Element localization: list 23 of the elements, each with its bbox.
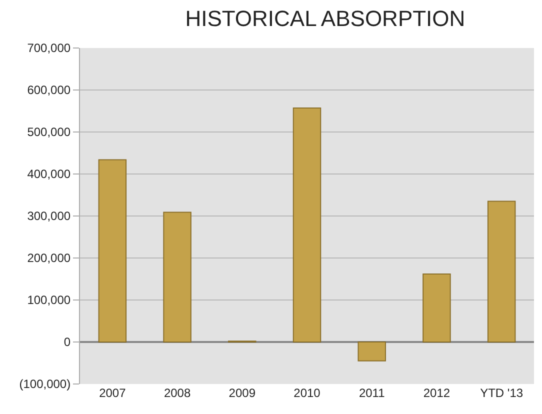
x-tick-label: 2010 [294,386,321,400]
bar [163,212,192,342]
bar [292,108,322,342]
bar [358,342,386,362]
bar [422,273,451,342]
y-tick-label: 600,000 [27,83,71,98]
x-tick-label: 2007 [99,386,126,400]
x-tick-label: 2009 [228,386,256,400]
x-tick-label: 2011 [358,386,386,400]
x-tick-label: 2012 [423,386,450,400]
bar [98,159,127,342]
bar [487,200,516,342]
y-tick-label: 300,000 [27,209,71,224]
x-tick-label: YTD '13 [480,386,524,400]
y-tick-label: 700,000 [27,41,71,56]
x-tick-label: 2008 [164,386,191,400]
y-tick-label: 200,000 [27,251,71,266]
y-tick-label: 0 [64,335,71,350]
y-tick-label: 500,000 [27,125,71,140]
y-tick-label: 100,000 [27,293,71,308]
chart-title: HISTORICAL ABSORPTION [185,6,466,31]
y-tick-label: 400,000 [27,167,71,182]
y-tick-label: (100,000) [19,377,71,392]
